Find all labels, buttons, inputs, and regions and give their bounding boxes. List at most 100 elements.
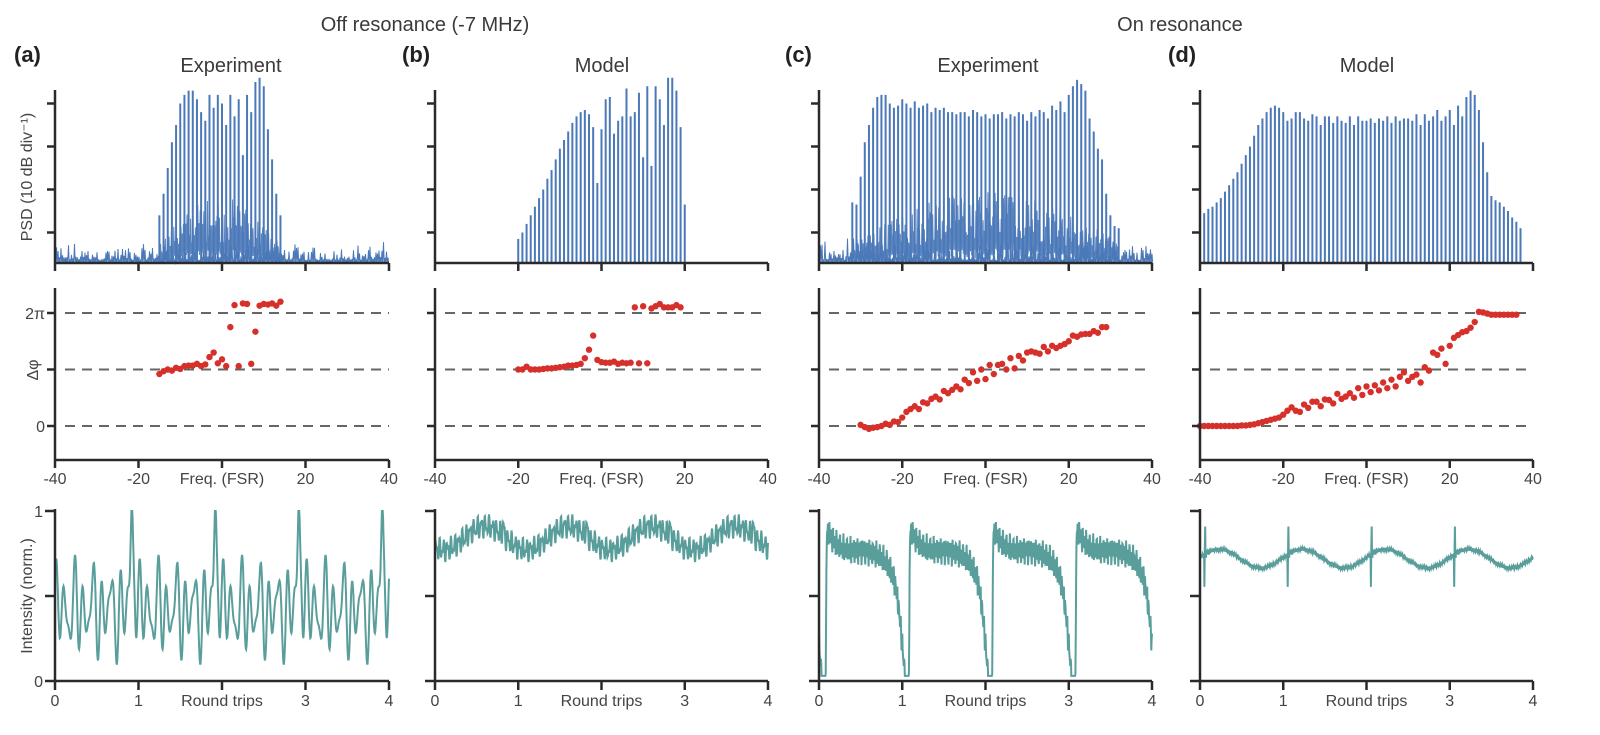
phase-point	[1367, 388, 1374, 396]
phase-x-tick-label: -40	[43, 471, 66, 488]
phase-point	[1471, 318, 1478, 326]
intensity-x-tick-label: 1	[1279, 693, 1288, 710]
phase-point	[243, 300, 251, 308]
intensity-x-tick-label: 4	[1148, 693, 1157, 710]
phase-point	[1003, 366, 1010, 373]
phase-x-tick-label: -20	[507, 471, 530, 488]
phase-point	[894, 418, 902, 426]
phase-x-tick-label: -40	[423, 471, 446, 488]
phase-point	[206, 353, 213, 361]
intensity-x-label: Round trips	[561, 693, 643, 710]
intensity-x-tick-label: 0	[815, 693, 824, 710]
phase-y-label: Δφ	[25, 359, 42, 380]
phase-x-tick-label: -20	[891, 471, 914, 488]
phase-point	[1442, 360, 1449, 368]
phase-point	[1296, 408, 1304, 416]
phase-x-label: Freq. (FSR)	[180, 471, 264, 488]
phase-point	[1011, 365, 1018, 372]
phase-x-tick-label: -20	[1272, 471, 1295, 488]
phase-point	[957, 386, 964, 393]
phase-point	[1103, 323, 1110, 331]
phase-point	[218, 356, 226, 363]
intensity-x-tick-label: 0	[1196, 693, 1205, 710]
intensity-x-tick-label: 4	[385, 693, 394, 710]
phase-point	[973, 377, 981, 384]
phase-point	[1094, 329, 1102, 336]
phase-point	[1513, 311, 1520, 318]
panel-title: Experiment	[180, 55, 282, 77]
intensity-x-tick-label: 4	[764, 693, 773, 710]
phase-point	[1417, 379, 1424, 386]
phase-x-tick-label: 20	[1441, 471, 1459, 488]
phase-point	[252, 328, 259, 335]
phase-point	[998, 360, 1006, 368]
phase-point	[1015, 352, 1022, 360]
phase-point	[1446, 342, 1453, 349]
phase-point	[1065, 338, 1072, 345]
phase-point	[965, 379, 973, 387]
panel-title: Model	[575, 55, 629, 77]
intensity-plot: 1 0 Intensity (norm.) 0 1 3 4 Round trips	[19, 504, 394, 710]
intensity-trace	[54, 510, 390, 665]
phase-x-label: Freq. (FSR)	[943, 471, 1027, 488]
phase-y-tick-label: 0	[36, 419, 45, 436]
phase-point	[1379, 379, 1387, 386]
intensity-x-tick-label: 0	[431, 693, 440, 710]
phase-point	[581, 355, 589, 362]
phase-point	[1371, 382, 1379, 389]
spectrum-y-label: PSD (10 dB div⁻¹)	[19, 113, 36, 241]
panel-title: Experiment	[937, 55, 1039, 77]
phase-plot: -40 -20 20 40 Freq. (FSR)	[423, 288, 777, 488]
phase-point	[915, 405, 923, 413]
intensity-trace	[1199, 526, 1534, 587]
panel-letter: (d)	[1168, 42, 1196, 67]
phase-point	[1392, 383, 1399, 390]
phase-point	[1350, 394, 1358, 401]
phase-point	[644, 360, 651, 367]
group-title-off-resonance: Off resonance (-7 MHz)	[321, 14, 530, 36]
panel-letter: (b)	[402, 42, 430, 67]
phase-point	[1400, 369, 1408, 376]
panel-c: (c) Experiment -40 -20 20 40 Freq. (FSR) 0 1 3 4 Ro…	[785, 42, 1161, 710]
phase-point	[1317, 403, 1324, 410]
intensity-plot: 0 1 3 4 Round trips	[1190, 509, 1538, 710]
phase-point	[990, 370, 998, 378]
phase-point	[899, 414, 906, 421]
phase-point	[982, 375, 989, 383]
phase-point	[969, 369, 977, 376]
intensity-x-tick-label: 3	[680, 693, 689, 710]
phase-point	[210, 349, 217, 356]
phase-point	[1438, 345, 1445, 352]
panel-letter: (a)	[14, 42, 41, 67]
spectrum-pedestal	[158, 199, 281, 264]
spectrum-plot: PSD (10 dB div⁻¹)	[19, 77, 391, 271]
phase-point	[1334, 390, 1341, 397]
phase-point	[1044, 348, 1052, 355]
phase-point	[1313, 398, 1320, 405]
phase-point	[1007, 355, 1014, 362]
phase-x-tick-label: 40	[759, 471, 777, 488]
intensity-x-tick-label: 0	[51, 693, 60, 710]
phase-point	[1384, 384, 1391, 392]
phase-x-tick-label: -20	[127, 471, 150, 488]
phase-x-tick-label: 40	[1524, 471, 1542, 488]
intensity-plot: 0 1 3 4 Round trips	[809, 509, 1157, 710]
panel-letter: (c)	[785, 42, 812, 67]
spectrum-plot	[811, 79, 1154, 271]
phase-y-tick-label: 2π	[25, 306, 45, 323]
intensity-trace	[434, 513, 769, 563]
phase-point	[1040, 343, 1047, 351]
phase-x-label: Freq. (FSR)	[1324, 471, 1408, 488]
panel-d: (d) Model -40 -20 20 40 Freq. (FSR) 0 1 3 4 Round t…	[1168, 42, 1542, 710]
intensity-x-label: Round trips	[181, 693, 263, 710]
intensity-y-label: Intensity (norm.)	[19, 538, 36, 654]
phase-point	[1330, 400, 1337, 407]
phase-point	[1305, 404, 1312, 412]
phase-point	[202, 361, 209, 368]
intensity-y-tick-label: 1	[34, 504, 43, 521]
panel-a: (a) Experiment PSD (10 dB div⁻¹) 0 2π -40 -20 2…	[14, 42, 398, 710]
phase-point	[222, 362, 230, 370]
phase-point	[227, 323, 234, 331]
phase-point	[277, 298, 284, 305]
phase-point	[978, 366, 985, 373]
